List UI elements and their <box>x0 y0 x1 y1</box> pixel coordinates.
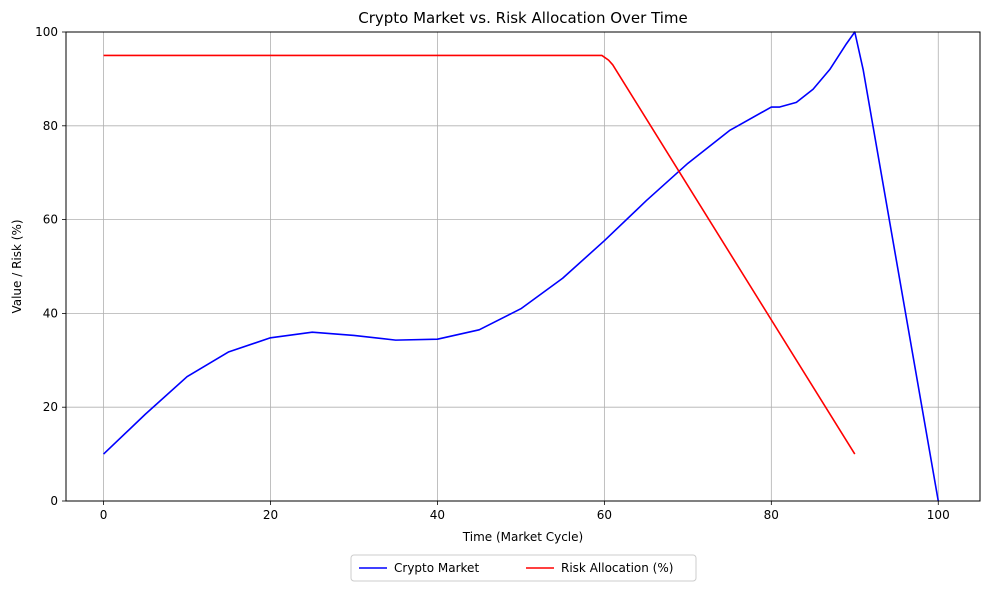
x-tick-label: 80 <box>764 508 779 522</box>
legend: Crypto Market Risk Allocation (%) <box>350 554 697 582</box>
y-tick-label: 80 <box>43 119 58 133</box>
y-tick-label: 100 <box>35 25 58 39</box>
series-line-crypto-market <box>103 31 940 502</box>
legend-box <box>350 554 697 582</box>
y-tick-label: 60 <box>43 213 58 227</box>
series-line-risk-allocation <box>103 54 856 455</box>
series-layer <box>103 31 940 502</box>
x-tick-label: 60 <box>597 508 612 522</box>
x-axis-label: Time (Market Cycle) <box>462 530 583 544</box>
legend-label-crypto-market: Crypto Market <box>394 561 479 575</box>
axis-ticks: 0 20 40 60 80 100 0 20 40 60 80 100 <box>35 25 950 522</box>
y-axis-label: Value / Risk (%) <box>10 219 24 313</box>
y-tick-label: 20 <box>43 400 58 414</box>
x-tick-label: 0 <box>100 508 108 522</box>
legend-label-risk-allocation: Risk Allocation (%) <box>561 561 673 575</box>
plot-frame <box>65 31 981 502</box>
y-tick-label: 40 <box>43 306 58 320</box>
x-tick-label: 100 <box>927 508 950 522</box>
x-tick-label: 20 <box>263 508 278 522</box>
x-tick-label: 40 <box>430 508 445 522</box>
chart-title: Crypto Market vs. Risk Allocation Over T… <box>358 9 688 27</box>
y-tick-label: 0 <box>50 494 58 508</box>
